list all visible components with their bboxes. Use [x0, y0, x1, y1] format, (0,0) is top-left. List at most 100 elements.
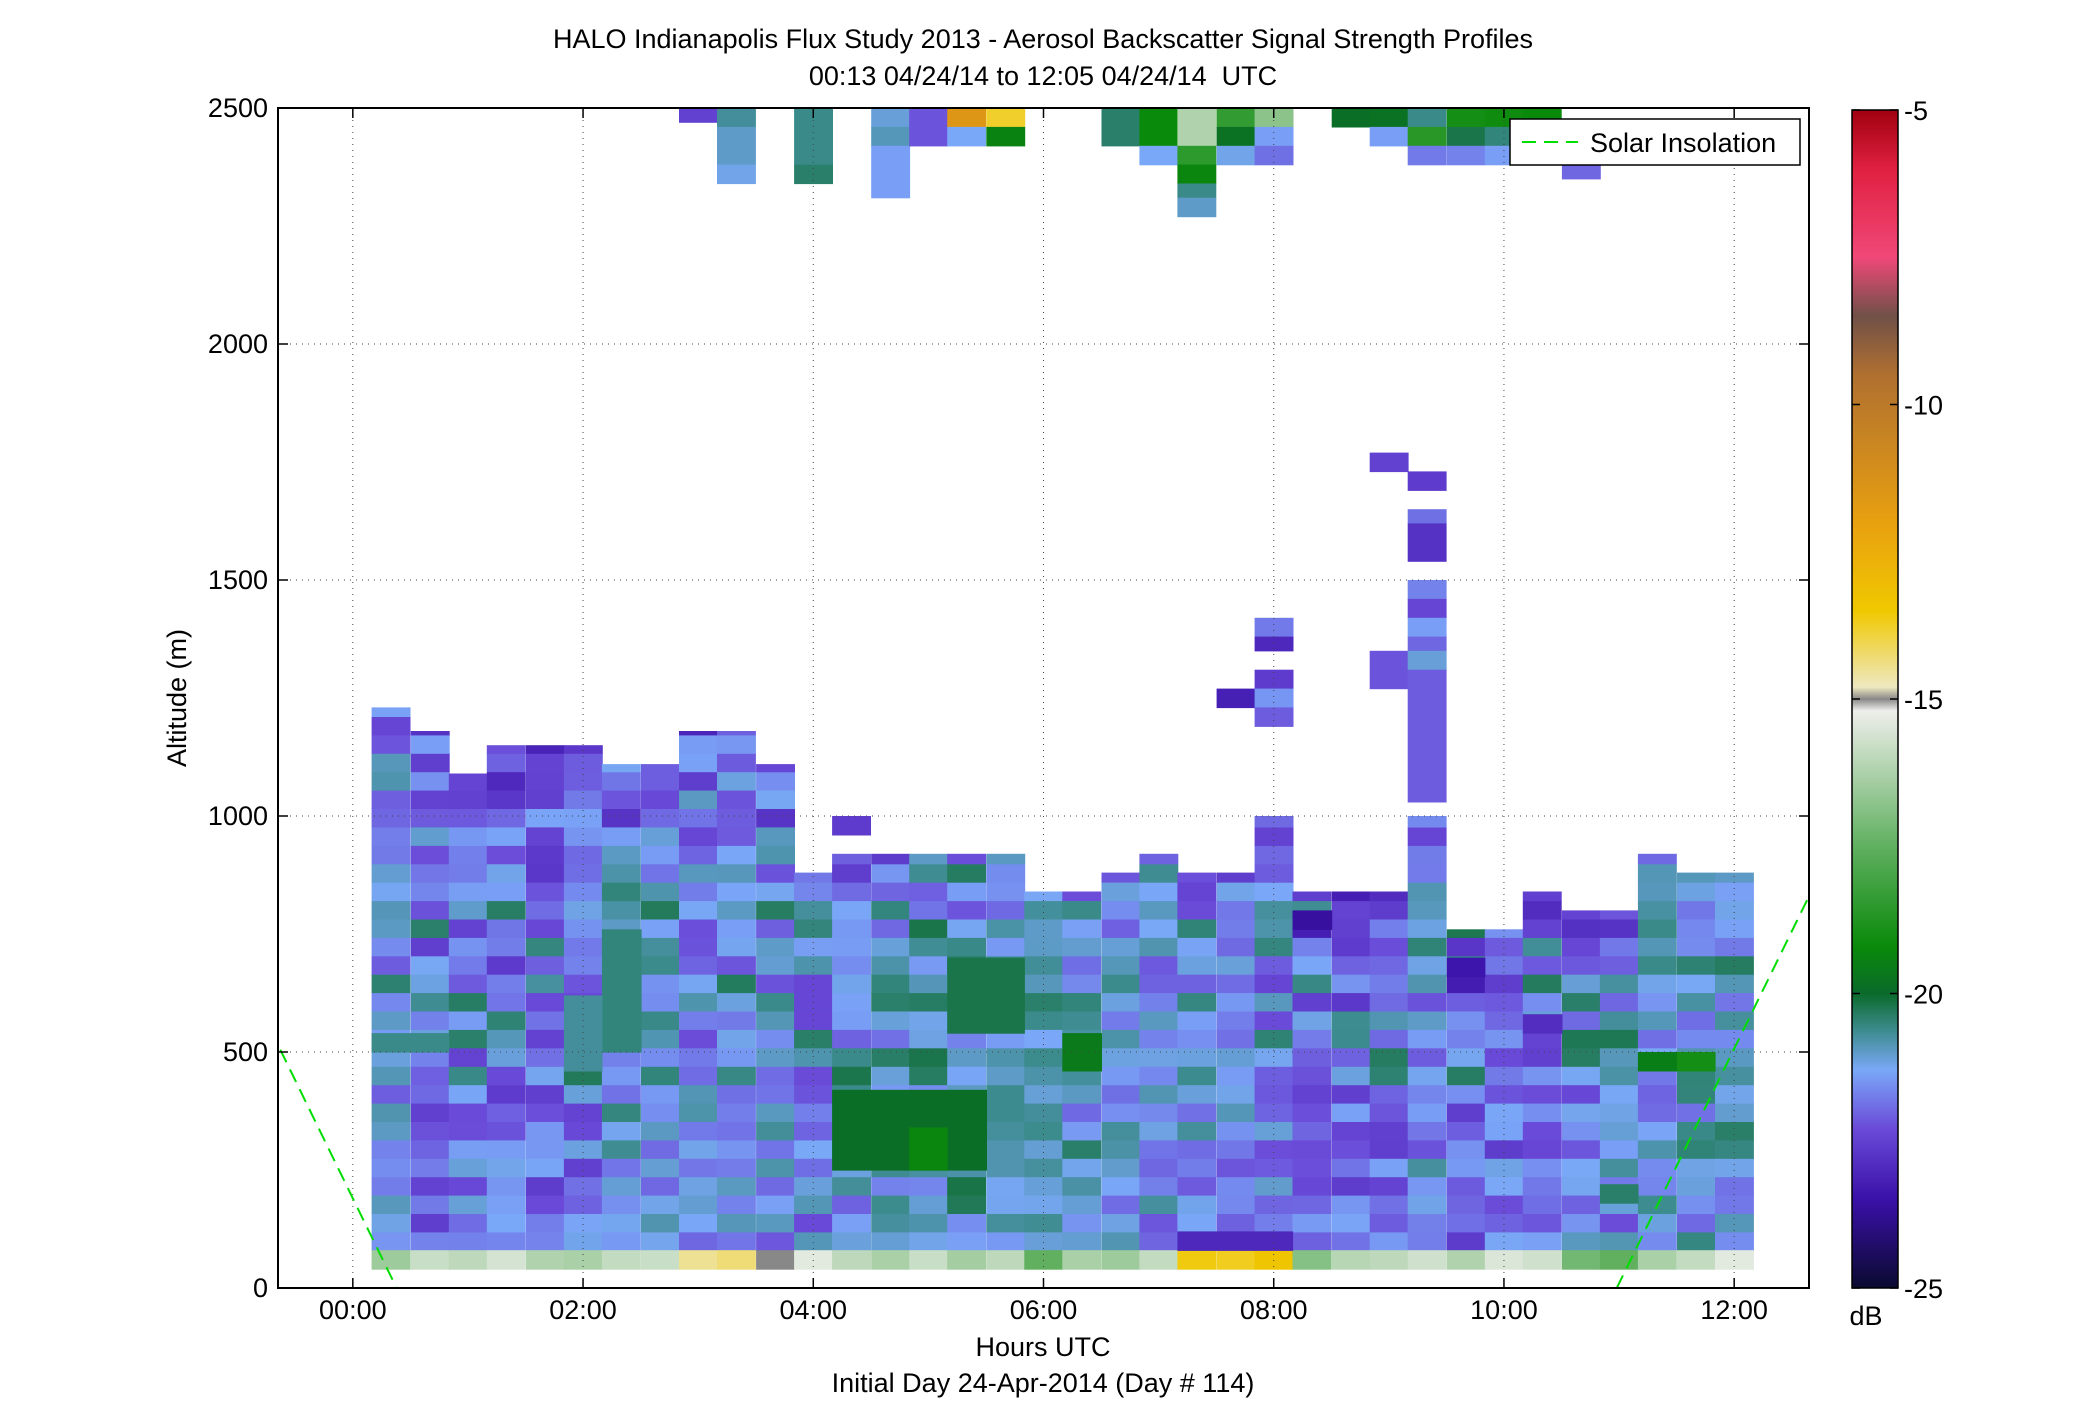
heatmap-cell: [1216, 145, 1256, 166]
heatmap-cell: [448, 1195, 488, 1214]
heatmap-cell: [486, 1029, 526, 1049]
heatmap-cell: [641, 1084, 680, 1104]
heatmap-cell: [1522, 1103, 1562, 1122]
heatmap-cell: [1484, 1139, 1524, 1159]
heatmap-cell: [986, 937, 1026, 957]
heatmap-cell: [641, 1103, 680, 1122]
heatmap-cell: [1331, 1231, 1371, 1251]
heatmap-cell: [448, 1103, 488, 1122]
legend-box: [1509, 118, 1801, 166]
heatmap-cell: [1177, 183, 1217, 199]
heatmap-cell: [679, 918, 718, 938]
heatmap-cell: [563, 974, 603, 994]
feature-cell: [947, 957, 1025, 1034]
heatmap-cell: [986, 863, 1026, 883]
heatmap-cell: [1637, 1158, 1677, 1178]
heatmap-cell: [1484, 1158, 1524, 1178]
heatmap-cell: [641, 1029, 680, 1049]
heatmap-cell: [1254, 1213, 1294, 1233]
heatmap-cell: [1677, 937, 1716, 957]
heatmap-cell: [1561, 1010, 1601, 1030]
feature-cell: [1446, 957, 1486, 978]
heatmap-cell: [1522, 1158, 1562, 1178]
heatmap-cell: [1139, 900, 1179, 920]
heatmap-cell: [1216, 1029, 1256, 1049]
heatmap-cell: [947, 108, 987, 128]
heatmap-cell: [1446, 1195, 1486, 1214]
heatmap-cells: [371, 108, 1754, 1270]
heatmap-cell: [1101, 1029, 1141, 1049]
heatmap-cell: [371, 974, 411, 994]
heatmap-cell: [986, 900, 1026, 920]
heatmap-cell: [1637, 863, 1677, 883]
heatmap-cell: [947, 937, 987, 957]
surface-cell: [1561, 1250, 1601, 1270]
heatmap-cell: [717, 753, 756, 773]
heatmap-cell: [1637, 882, 1677, 902]
heatmap-cell: [1599, 1103, 1639, 1122]
heatmap-cell: [1254, 1066, 1294, 1086]
heatmap-cell: [1216, 126, 1256, 147]
heatmap-cell: [947, 882, 987, 902]
heatmap-cell: [371, 1158, 411, 1178]
heatmap-cell: [1139, 1029, 1179, 1049]
heatmap-cell: [1101, 918, 1141, 938]
surface-cell: [909, 1250, 949, 1270]
heatmap-cell: [1139, 1121, 1179, 1141]
heatmap-cell: [947, 1029, 987, 1049]
heatmap-cell: [1254, 937, 1294, 957]
heatmap-cell: [601, 1066, 641, 1086]
heatmap-cell: [601, 863, 641, 883]
heatmap-cell: [601, 1213, 641, 1233]
heatmap-cell: [410, 1084, 450, 1104]
x-axis-label: Hours UTC: [975, 1332, 1110, 1362]
heatmap-cell: [410, 882, 450, 902]
heatmap-cell: [486, 937, 526, 957]
heatmap-cell: [871, 145, 911, 199]
heatmap-cell: [1254, 126, 1294, 147]
heatmap-cell: [601, 1139, 641, 1159]
heatmap-cell: [448, 1029, 488, 1049]
heatmap-cell: [1484, 974, 1524, 994]
heatmap-cell: [641, 790, 680, 809]
heatmap-cell: [486, 1084, 526, 1104]
heatmap-cell: [1561, 1139, 1601, 1159]
heatmap-cell: [410, 955, 450, 975]
heatmap-cell: [832, 937, 871, 957]
heatmap-cell: [410, 863, 450, 883]
heatmap-cell: [1062, 992, 1102, 1012]
heatmap-cell: [1407, 1176, 1447, 1196]
heatmap-cell: [448, 955, 488, 975]
heatmap-cell: [448, 900, 488, 920]
heatmap-cell: [832, 1176, 871, 1196]
heatmap-cell: [986, 1158, 1026, 1178]
heatmap-cell: [1254, 145, 1294, 166]
heatmap-cell: [1024, 918, 1064, 938]
heatmap-cell: [756, 1029, 795, 1049]
heatmap-cell: [1177, 1121, 1217, 1141]
heatmap-cell: [1024, 1121, 1064, 1141]
heatmap-cell: [1407, 523, 1447, 562]
heatmap-cell: [1637, 1084, 1677, 1104]
heatmap-cell: [1407, 918, 1447, 938]
heatmap-cell: [909, 955, 949, 975]
heatmap-cell: [525, 1121, 565, 1141]
heatmap-cell: [1599, 1066, 1639, 1086]
y-axis-label: Altitude (m): [162, 629, 192, 767]
heatmap-cell: [1177, 197, 1217, 218]
heatmap-cell: [679, 845, 718, 865]
heatmap-cell: [371, 955, 411, 975]
heatmap-cell: [410, 974, 450, 994]
heatmap-cell: [1216, 1213, 1256, 1233]
heatmap-cell: [1484, 1066, 1524, 1086]
heatmap-cell: [909, 1176, 949, 1196]
heatmap-cell: [1369, 1231, 1409, 1251]
heatmap-cell: [794, 882, 833, 902]
heatmap-cell: [756, 1231, 795, 1251]
heatmap-cell: [794, 1176, 833, 1196]
heatmap-cell: [1484, 937, 1524, 957]
heatmap-cell: [986, 1231, 1026, 1251]
heatmap-cell: [1101, 108, 1141, 147]
heatmap-cell: [371, 1121, 411, 1141]
heatmap-cell: [1292, 1121, 1332, 1141]
